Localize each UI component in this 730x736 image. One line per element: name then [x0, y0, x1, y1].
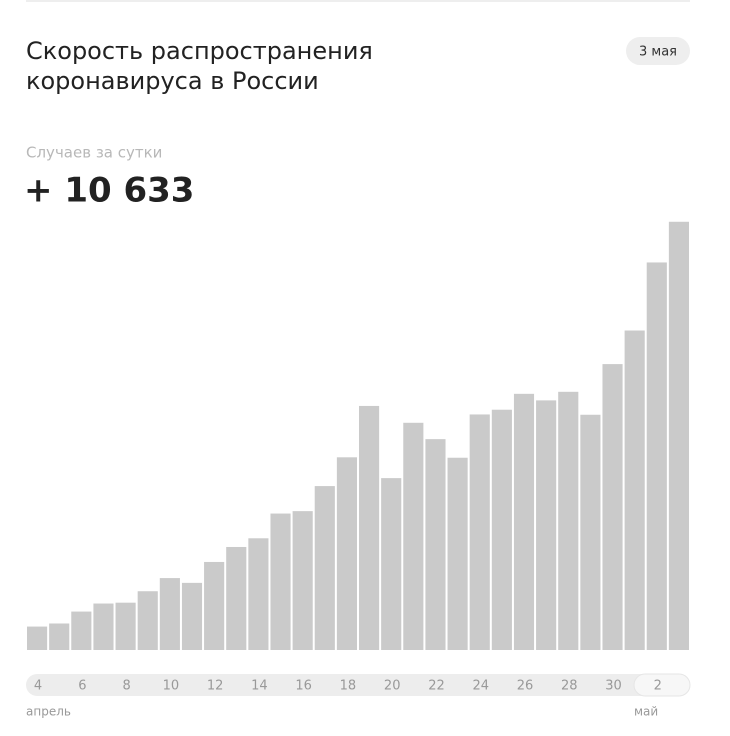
x-tick-label: 14	[251, 679, 268, 694]
date-pill	[626, 37, 690, 65]
x-tick-label: 8	[122, 679, 130, 694]
x-tick-label: 16	[295, 679, 312, 694]
date-label: 3 мая	[639, 45, 677, 60]
bar	[469, 414, 490, 650]
x-tick-label: 20	[384, 679, 401, 694]
bar	[248, 538, 269, 650]
x-tick-label: 4	[34, 679, 42, 694]
timeline-month	[633, 673, 691, 697]
bar	[580, 414, 601, 650]
bar	[292, 511, 313, 650]
bar	[137, 591, 158, 650]
bar	[314, 486, 335, 650]
subtitle: Случаев за сутки	[26, 144, 162, 162]
bar	[491, 409, 512, 650]
x-tick-label: 30	[605, 679, 622, 694]
bar	[159, 578, 180, 650]
timeline-track	[26, 674, 690, 696]
bar	[536, 400, 557, 650]
bar	[336, 457, 357, 650]
bar	[668, 221, 689, 650]
month-label: май	[634, 705, 658, 719]
x-tick-label: 26	[517, 679, 534, 694]
bar	[359, 405, 380, 650]
bar	[270, 513, 291, 650]
bar	[403, 422, 424, 650]
bar	[181, 582, 203, 650]
chart-title: коронавируса в России	[26, 67, 319, 95]
bar	[115, 602, 136, 650]
bar	[381, 478, 402, 650]
bar	[49, 623, 70, 650]
x-tick-label: 2	[654, 679, 662, 694]
bar	[93, 603, 114, 650]
bar	[71, 611, 92, 650]
bar	[204, 561, 225, 650]
chart-title: Скорость распространения	[26, 37, 373, 65]
headline-value: + 10 633	[24, 171, 194, 211]
bar	[425, 439, 446, 650]
bar	[624, 330, 645, 650]
month-label: апрель	[26, 705, 71, 719]
bar	[646, 262, 667, 650]
bar	[447, 457, 468, 650]
bar	[513, 393, 535, 650]
x-tick-label: 12	[207, 679, 224, 694]
bar	[602, 364, 623, 650]
x-tick-label: 6	[78, 679, 86, 694]
bar	[558, 391, 579, 650]
bar	[226, 546, 247, 650]
x-tick-label: 24	[472, 679, 489, 694]
x-tick-label: 18	[340, 679, 357, 694]
bar	[27, 626, 48, 650]
x-tick-label: 10	[163, 679, 180, 694]
x-tick-label: 22	[428, 679, 445, 694]
x-tick-label: 28	[561, 679, 578, 694]
